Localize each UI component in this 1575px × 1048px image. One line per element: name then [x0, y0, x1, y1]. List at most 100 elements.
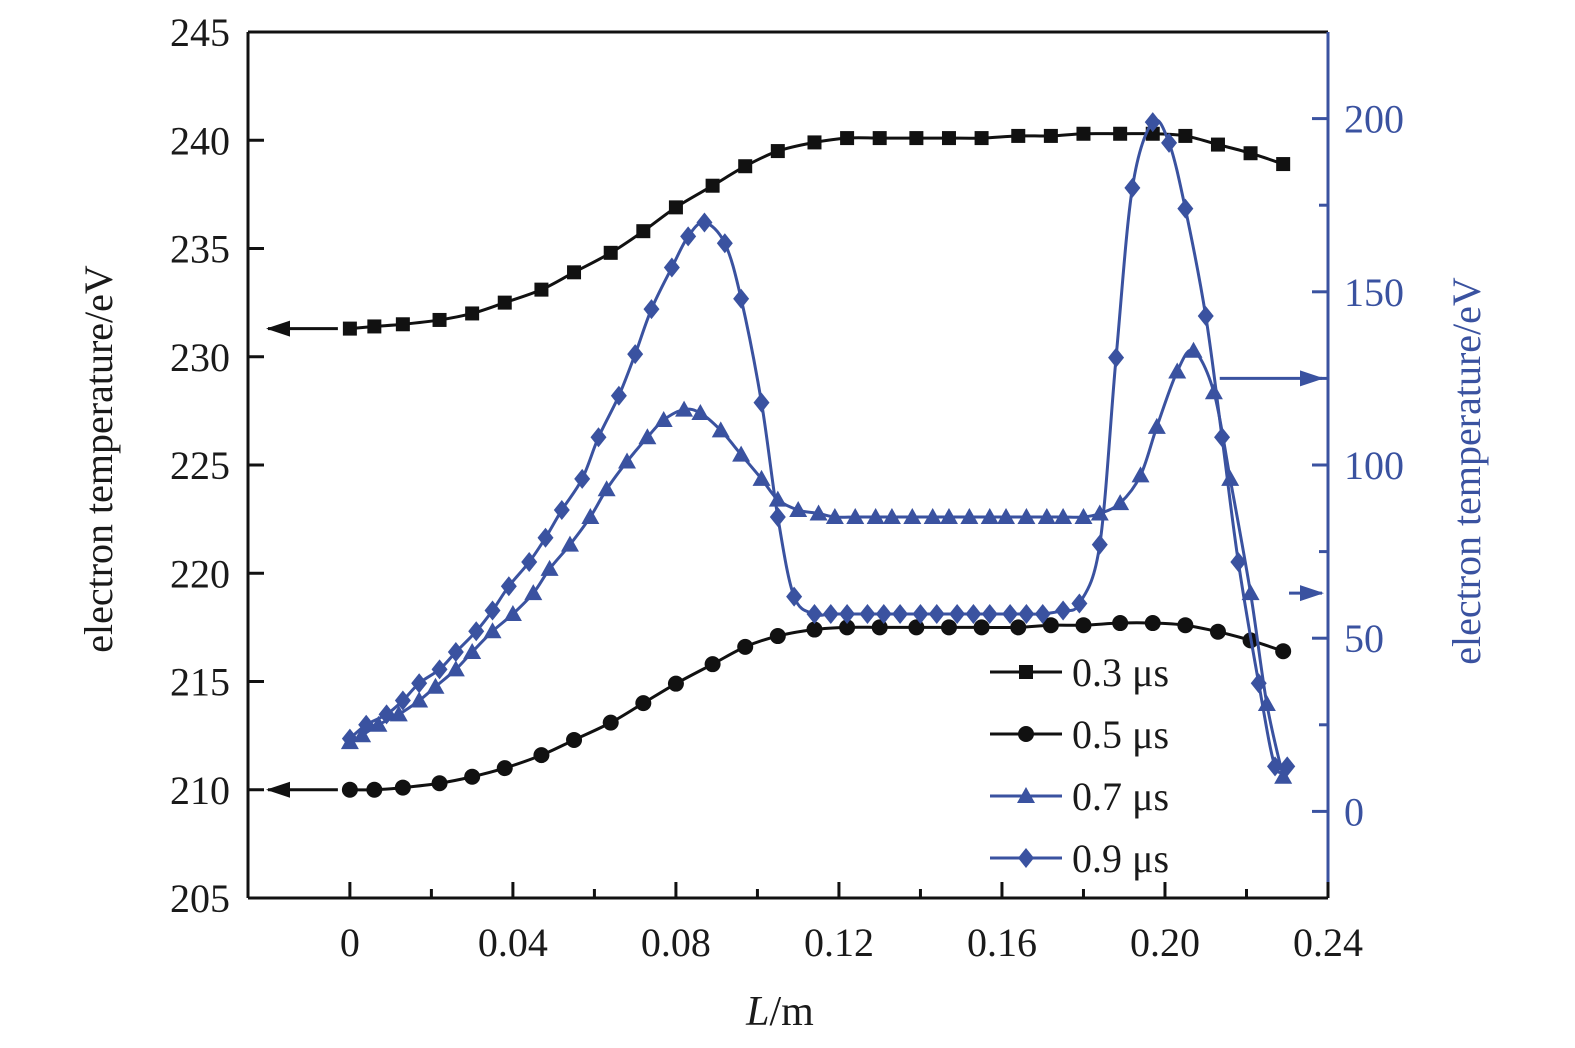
y-right-tick-label: 200: [1344, 97, 1404, 142]
data-point: [638, 428, 657, 445]
y-left-tick-label: 215: [170, 660, 230, 705]
annotation-arrows: [266, 320, 1324, 798]
data-point: [839, 603, 856, 624]
data-point: [872, 131, 887, 146]
legend-label: 0.7 μs: [1072, 774, 1169, 819]
legend-label: 0.5 μs: [1072, 712, 1169, 757]
data-point: [1076, 126, 1091, 141]
data-point: [882, 507, 901, 524]
data-point: [366, 781, 383, 798]
x-axis-title-unit: /m: [770, 989, 815, 1035]
data-point: [789, 501, 808, 518]
data-point: [769, 628, 786, 645]
data-point: [574, 468, 591, 489]
y-left-tick-label: 205: [170, 876, 230, 921]
data-point: [680, 226, 697, 247]
data-point: [560, 535, 579, 552]
data-point: [909, 131, 924, 146]
data-point: [704, 656, 721, 673]
data-point: [973, 619, 990, 636]
data-point: [432, 312, 447, 327]
y-left-tick-label: 235: [170, 227, 230, 272]
data-point: [534, 282, 549, 297]
data-point: [581, 507, 600, 524]
ticks: 205 210 215 220 225 230 235 240 245 0 50 100 150 200 0…: [170, 10, 1404, 965]
x-tick-label: 0.16: [967, 920, 1037, 965]
annotation-arrow: [266, 320, 338, 337]
data-point: [1131, 466, 1150, 483]
legend: 0.3 μs 0.5 μs 0.7 μs 0.9 μs: [990, 650, 1169, 881]
data-point: [939, 507, 958, 524]
data-point: [1124, 177, 1141, 198]
data-point: [753, 392, 770, 413]
data-point: [691, 404, 710, 421]
x-tick-label: 0: [340, 920, 360, 965]
data-point: [1113, 126, 1128, 141]
series-line: [349, 621, 1284, 792]
data-point: [940, 619, 957, 636]
data-point: [1054, 507, 1073, 524]
data-point: [378, 704, 395, 725]
y-left-tick-label: 230: [170, 335, 230, 380]
data-point: [590, 427, 607, 448]
data-point: [521, 551, 538, 572]
data-point: [769, 506, 786, 527]
data-point: [1230, 551, 1247, 572]
data-point: [1018, 603, 1035, 624]
data-point: [464, 768, 481, 785]
data-point: [1108, 347, 1125, 368]
y-left-tick-label: 220: [170, 551, 230, 596]
data-point: [394, 779, 411, 796]
x-tick-label: 0.04: [478, 920, 548, 965]
data-point: [705, 178, 720, 193]
annotation-arrow: [1289, 585, 1324, 602]
data-point: [875, 603, 892, 624]
data-point: [1011, 128, 1026, 143]
data-point: [537, 527, 554, 548]
data-point: [786, 586, 803, 607]
data-point: [960, 507, 979, 524]
data-point: [807, 135, 822, 150]
arrow-head: [1300, 585, 1324, 602]
data-point: [654, 410, 673, 427]
x-tick-label: 0.08: [641, 920, 711, 965]
arrow-head: [266, 320, 290, 337]
data-point: [965, 603, 982, 624]
data-point: [892, 603, 909, 624]
x-tick-label: 0.12: [804, 920, 874, 965]
data-point: [1112, 615, 1129, 632]
data-point: [980, 507, 999, 524]
legend-label: 0.3 μs: [1072, 650, 1169, 695]
data-point: [716, 233, 733, 254]
data-point: [912, 603, 929, 624]
data-point: [540, 559, 559, 576]
legend-marker: [1017, 787, 1035, 803]
y-left-tick-label: 210: [170, 768, 230, 813]
legend-marker: [1019, 665, 1033, 679]
data-point: [1075, 617, 1092, 634]
data-point: [635, 695, 652, 712]
y-axis-title-left: electron temperature/eV: [76, 265, 121, 653]
data-point: [1250, 673, 1267, 694]
data-point: [696, 212, 713, 233]
data-point: [533, 747, 550, 764]
data-point: [1010, 619, 1027, 636]
data-point: [484, 600, 501, 621]
data-point: [1241, 584, 1260, 601]
data-point: [1209, 623, 1226, 640]
data-point: [768, 490, 787, 507]
legend-item: 0.5 μs: [990, 712, 1169, 757]
data-point: [367, 319, 382, 334]
data-point: [806, 603, 823, 624]
legend-marker: [1018, 726, 1034, 742]
data-point: [465, 306, 480, 321]
y-right-tick-label: 50: [1344, 616, 1384, 661]
y-left-tick-label: 240: [170, 118, 230, 163]
data-point: [668, 200, 683, 215]
data-point: [1043, 128, 1058, 143]
data-point: [567, 265, 582, 280]
data-point: [711, 421, 730, 438]
data-point: [643, 299, 660, 320]
data-point: [395, 317, 410, 332]
data-point: [1243, 146, 1258, 161]
